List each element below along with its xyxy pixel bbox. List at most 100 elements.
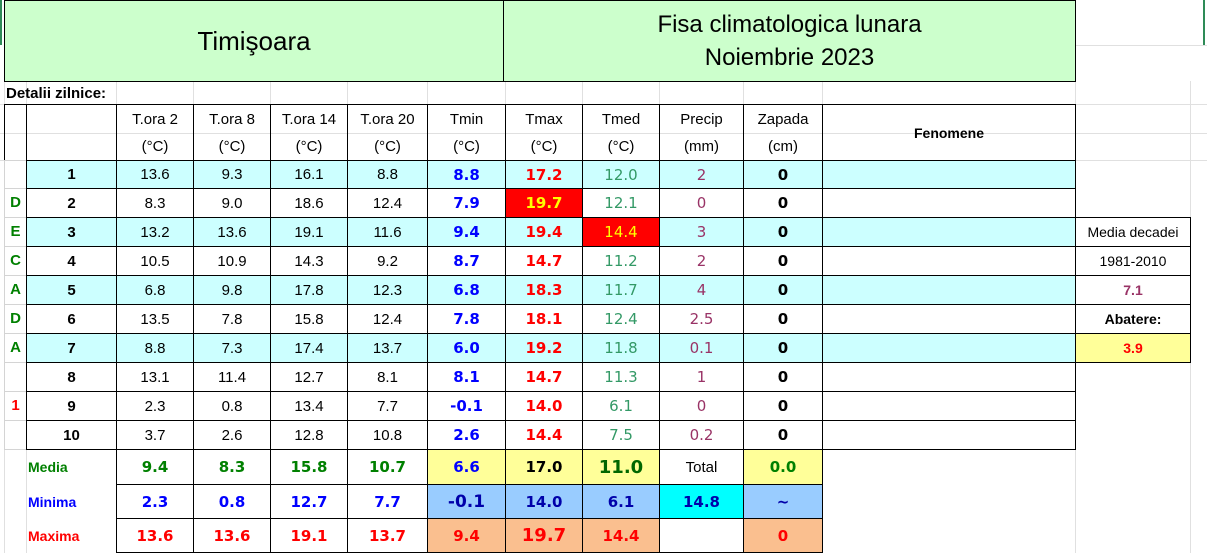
value-cell: 9.3 (193, 160, 271, 189)
decade-letter: D (10, 194, 21, 211)
value-cell: 18.1 (505, 304, 583, 334)
value-cell: 3.7 (116, 420, 194, 450)
decade-letter: 1 (11, 397, 20, 414)
value-cell: 12.4 (347, 188, 428, 218)
value-cell: 8.8 (116, 333, 194, 363)
column-name: Zapada (757, 110, 809, 128)
value-cell: 10.9 (193, 246, 271, 276)
fenomene-cell (822, 217, 1076, 247)
value-cell: 6.8 (116, 275, 194, 305)
day-number: 9 (26, 391, 117, 421)
value-cell: 11.2 (582, 246, 660, 276)
value-cell: 11.6 (347, 217, 428, 247)
value-cell: 14.7 (505, 362, 583, 392)
value-cell: 10.8 (347, 420, 428, 450)
summary-cell: 6.1 (582, 484, 660, 519)
value-cell: 12.3 (347, 275, 428, 305)
value-cell: 8.7 (427, 246, 506, 276)
column-unit: (°C) (141, 137, 169, 155)
side-cell: 1981-2010 (1075, 246, 1191, 276)
column-unit: (°C) (218, 137, 246, 155)
value-cell: 0 (743, 246, 823, 276)
grid-line (0, 133, 1207, 134)
column-name: T.ora 2 (132, 110, 178, 128)
summary-cell: 6.6 (427, 449, 506, 485)
value-cell: 1 (659, 362, 744, 392)
value-cell: 11.8 (582, 333, 660, 363)
value-cell: 18.3 (505, 275, 583, 305)
value-cell: 13.5 (116, 304, 194, 334)
decade-cell (4, 362, 27, 392)
value-cell: 0 (743, 160, 823, 189)
day-number: 4 (26, 246, 117, 276)
fenomene-cell (822, 246, 1076, 276)
value-cell: 8.1 (347, 362, 428, 392)
value-cell: 17.4 (270, 333, 348, 363)
decade-letter: A (10, 281, 21, 298)
summary-cell: 13.6 (193, 518, 271, 553)
value-cell: 11.7 (582, 275, 660, 305)
summary-cell: 8.3 (193, 449, 271, 485)
title-line: Noiembrie 2023 (704, 44, 875, 71)
value-cell: 13.4 (270, 391, 348, 421)
value-cell: 12.7 (270, 362, 348, 392)
side-cell: Media decadei (1075, 217, 1191, 247)
value-cell: 0 (743, 420, 823, 450)
value-cell: 14.4 (505, 420, 583, 450)
side-cell: 3.9 (1075, 333, 1191, 363)
summary-cell: 19.1 (270, 518, 348, 553)
column-name: Tmax (525, 110, 563, 128)
day-number: 10 (26, 420, 117, 450)
column-unit: (cm) (768, 137, 798, 155)
summary-cell: 13.7 (347, 518, 428, 553)
value-cell: 13.6 (116, 160, 194, 189)
value-cell: 18.6 (270, 188, 348, 218)
value-cell: 8.8 (347, 160, 428, 189)
day-number: 6 (26, 304, 117, 334)
title-line: Fisa climatologica lunara (657, 11, 922, 38)
day-number: 8 (26, 362, 117, 392)
summary-cell: 17.0 (505, 449, 583, 485)
value-cell: 8.3 (116, 188, 194, 218)
value-cell: 0 (743, 188, 823, 218)
value-cell: 7.8 (193, 304, 271, 334)
value-cell: 13.7 (347, 333, 428, 363)
value-cell: 9.2 (347, 246, 428, 276)
value-cell: 10.5 (116, 246, 194, 276)
value-cell: 6.8 (427, 275, 506, 305)
value-cell: 0.2 (659, 420, 744, 450)
fenomene-cell (822, 391, 1076, 421)
header-cell (26, 104, 117, 161)
value-cell: 17.8 (270, 275, 348, 305)
column-name: T.ora 8 (209, 110, 255, 128)
value-cell: 2 (659, 160, 744, 189)
value-cell: 7.5 (582, 420, 660, 450)
summary-cell: 14.0 (505, 484, 583, 519)
value-cell: 6.0 (427, 333, 506, 363)
value-cell: 8.8 (427, 160, 506, 189)
value-cell: 0 (743, 333, 823, 363)
decade-cell (4, 160, 27, 189)
summary-cell: 10.7 (347, 449, 428, 485)
summary-cell: 2.3 (116, 484, 194, 519)
decade-cell (4, 420, 27, 450)
side-cell: Abatere: (1075, 304, 1191, 334)
value-cell: 0 (743, 362, 823, 392)
column-name: Precip (680, 110, 723, 128)
day-number: 3 (26, 217, 117, 247)
header-cell: Fenomene (822, 104, 1076, 161)
fenomene-cell (822, 160, 1076, 189)
value-cell: 12.1 (582, 188, 660, 218)
value-cell: 0 (743, 391, 823, 421)
summary-cell (659, 518, 744, 553)
day-number: 1 (26, 160, 117, 189)
value-cell: 15.8 (270, 304, 348, 334)
summary-cell: 14.4 (582, 518, 660, 553)
decade-letter: A (10, 339, 21, 356)
day-number: 5 (26, 275, 117, 305)
summary-cell: 0.8 (193, 484, 271, 519)
column-unit: (°C) (607, 137, 635, 155)
value-cell: 2.3 (116, 391, 194, 421)
value-cell: 19.1 (270, 217, 348, 247)
